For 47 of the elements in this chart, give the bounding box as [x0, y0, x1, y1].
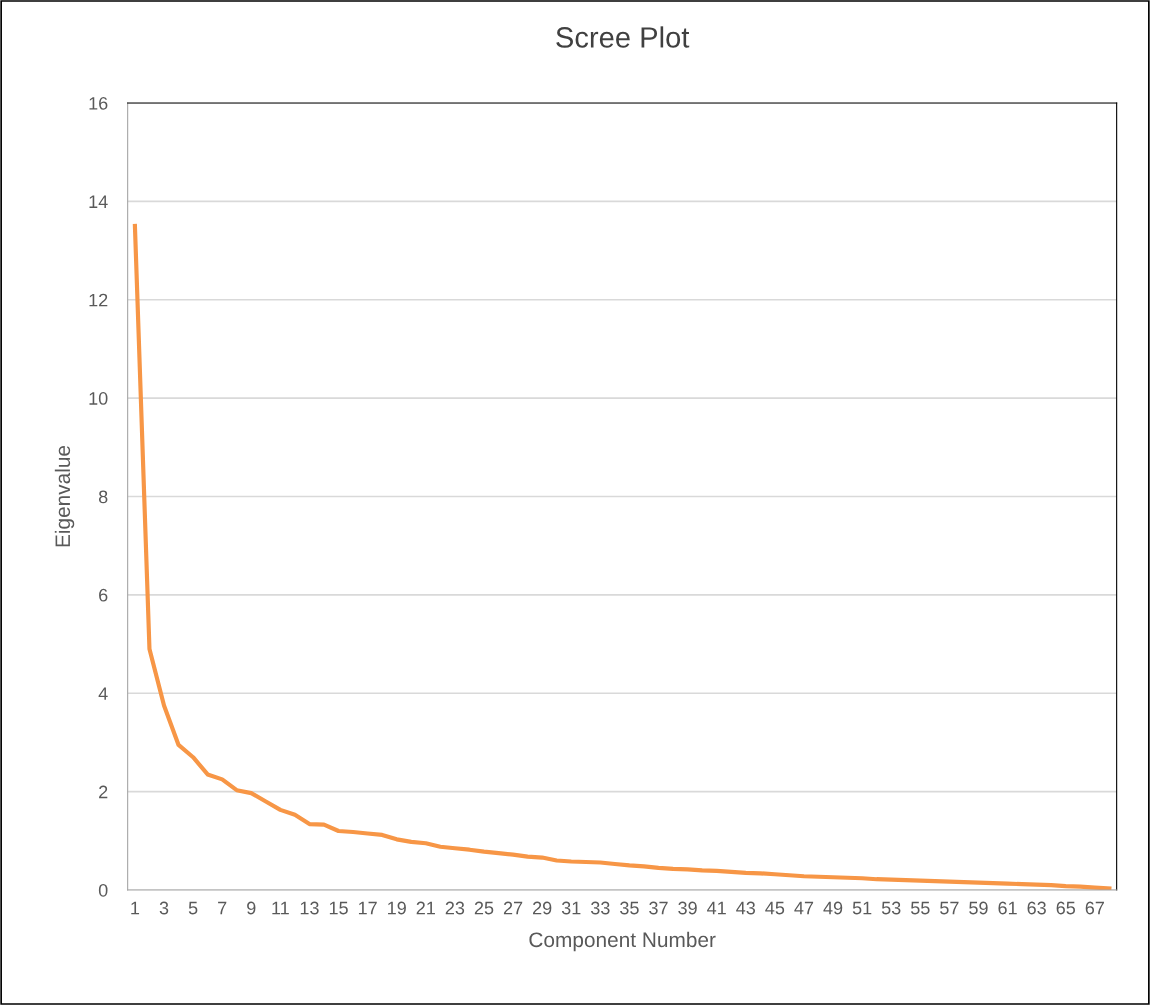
x-tick-label: 21: [416, 901, 435, 915]
x-tick-label: 37: [649, 901, 668, 915]
chart-title: Scree Plot: [556, 26, 690, 48]
x-tick-label: 47: [794, 901, 814, 915]
x-tick-label: 49: [823, 901, 843, 915]
x-tick-label: 51: [852, 901, 872, 915]
x-tick-label: 11: [272, 901, 289, 915]
y-tick-label: 6: [99, 588, 108, 602]
x-tick-label: 25: [474, 901, 494, 915]
x-tick-label: 67: [1085, 901, 1104, 915]
x-tick-label: 23: [445, 901, 465, 915]
x-axis-title: Component Number: [529, 931, 716, 952]
x-tick-label: 5: [188, 901, 198, 915]
y-tick-label: 4: [98, 687, 108, 700]
x-tick-label: 33: [590, 901, 610, 915]
x-tick-label: 57: [940, 901, 959, 915]
y-axis-title: Eigenvalue: [54, 445, 75, 547]
x-tick-label: 41: [707, 901, 726, 915]
x-tick-label: 27: [503, 901, 523, 915]
x-tick-label: 13: [300, 901, 319, 915]
y-tick-label: 16: [89, 96, 108, 110]
x-tick-label: 17: [358, 901, 377, 915]
x-tick-label: 43: [736, 901, 756, 915]
x-tick-label: 29: [533, 901, 552, 915]
x-tick-label: 7: [218, 901, 227, 915]
line-series: [132, 223, 1112, 891]
x-tick-label: 65: [1056, 901, 1076, 915]
x-tick-label: 55: [910, 901, 930, 915]
x-tick-label: 35: [620, 901, 639, 915]
x-tick-label: 9: [247, 901, 256, 915]
x-tick-label: 59: [969, 901, 988, 915]
y-tick-label: 0: [98, 883, 108, 897]
x-tick-label: 19: [388, 901, 406, 915]
x-tick-label: 3: [159, 901, 169, 915]
x-tick-label: 63: [1027, 901, 1046, 915]
y-tick-label: 8: [98, 490, 108, 504]
y-tick-label: 14: [89, 195, 108, 208]
x-tick-label: 61: [998, 901, 1017, 915]
x-tick-label: 15: [329, 901, 348, 915]
x-tick-label: 1: [131, 901, 140, 915]
y-tick-label: 12: [89, 293, 108, 307]
x-tick-label: 31: [561, 901, 581, 915]
x-tick-label: 39: [678, 901, 697, 915]
x-tick-label: 53: [881, 901, 901, 915]
x-tick-label: 45: [765, 901, 785, 915]
y-tick-label: 10: [89, 392, 108, 405]
y-tick-label: 2: [99, 785, 108, 799]
